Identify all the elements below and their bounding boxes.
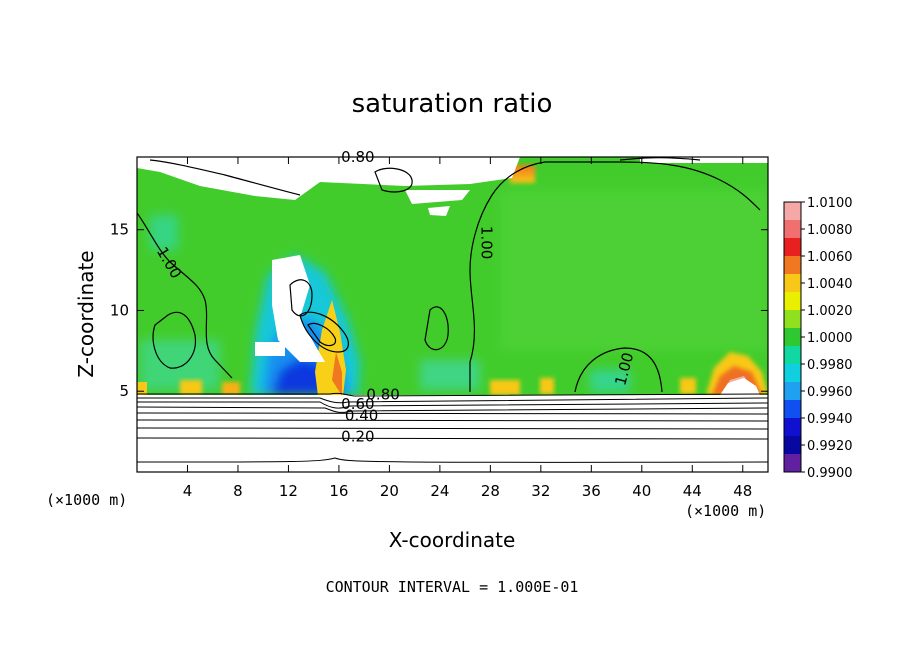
contour-label: 0.60: [341, 395, 374, 413]
contour-lines: [137, 157, 761, 393]
plot-area: [137, 157, 768, 472]
colorbar-label: 1.0020: [807, 304, 853, 319]
field-upper-right: [500, 190, 768, 350]
x-tick-label: 36: [582, 482, 601, 500]
colorbar-label: 1.0100: [807, 196, 853, 211]
colorbar-label: 1.0060: [807, 250, 853, 265]
white-regions: [137, 157, 768, 395]
colorbar-swatch: [784, 238, 801, 257]
colorbar-swatch: [784, 346, 801, 365]
colorbar-label: 1.0000: [807, 331, 853, 346]
y-tick-label: 10: [110, 301, 129, 319]
warm-spots: [137, 165, 768, 396]
x-axis: 4 8 12 16 20 24 28 32 36 40 44 48: [183, 157, 752, 500]
y-axis: 5 10 15: [110, 221, 768, 400]
cyan-patches: [140, 215, 630, 392]
colorbar-swatch: [784, 202, 801, 221]
surface-contours: [137, 392, 768, 463]
colorbar-swatch: [784, 454, 801, 473]
x-tick-label: 16: [329, 482, 348, 500]
colorbar-label: 1.0080: [807, 223, 853, 238]
x-tick-label: 20: [380, 482, 399, 500]
x-axis-unit: (×1000 m): [685, 502, 766, 520]
x-tick-label: 12: [279, 482, 298, 500]
colorbar: 1.0100 1.0080 1.0060 1.0040 1.0020 1.0000 0.99…: [783, 196, 853, 481]
colorbar-label: 0.9920: [807, 439, 853, 454]
colorbar-swatch: [784, 220, 801, 239]
colorbar-label: 0.9960: [807, 385, 853, 400]
field-lower: [137, 395, 768, 472]
x-tick-label: 44: [683, 482, 702, 500]
y-axis-label: Z-coordinate: [74, 250, 98, 377]
contour-label: 0.40: [345, 406, 378, 424]
y-tick-label: 5: [119, 382, 129, 400]
x-tick-label: 4: [183, 482, 193, 500]
colorbar-label: 0.9940: [807, 412, 853, 427]
colorbar-label: 0.9900: [807, 466, 853, 481]
colorbar-swatch: [784, 256, 801, 275]
x-tick-label: 28: [481, 482, 500, 500]
colorbar-swatch: [784, 310, 801, 329]
colorbar-label: 0.9980: [807, 358, 853, 373]
x-tick-label: 40: [632, 482, 651, 500]
contour-interval-footer: CONTOUR INTERVAL = 1.000E-01: [326, 578, 579, 596]
x-tick-label: 48: [733, 482, 752, 500]
x-tick-label: 32: [531, 482, 550, 500]
x-tick-label: 8: [233, 482, 243, 500]
colorbar-swatch: [784, 328, 801, 347]
chart-title: saturation ratio: [352, 89, 553, 119]
colorbar-swatch: [784, 418, 801, 437]
contour-label: 0.80: [366, 385, 399, 403]
colorbar-swatch: [784, 382, 801, 401]
y-tick-label: 15: [110, 221, 129, 239]
y-axis-unit: (×1000 m): [46, 491, 127, 509]
contour-label: 1.00: [478, 226, 496, 259]
plot-frame: [136, 156, 769, 473]
x-axis-label: X-coordinate: [389, 528, 516, 552]
colorbar-swatch: [784, 364, 801, 383]
colorbar-swatch: [784, 274, 801, 293]
colorbar-swatch: [784, 292, 801, 311]
colorbar-label: 1.0040: [807, 277, 853, 292]
x-tick-label: 24: [430, 482, 449, 500]
contour-label: 0.20: [341, 427, 374, 445]
colorbar-swatch: [784, 400, 801, 419]
colorbar-swatch: [784, 436, 801, 455]
